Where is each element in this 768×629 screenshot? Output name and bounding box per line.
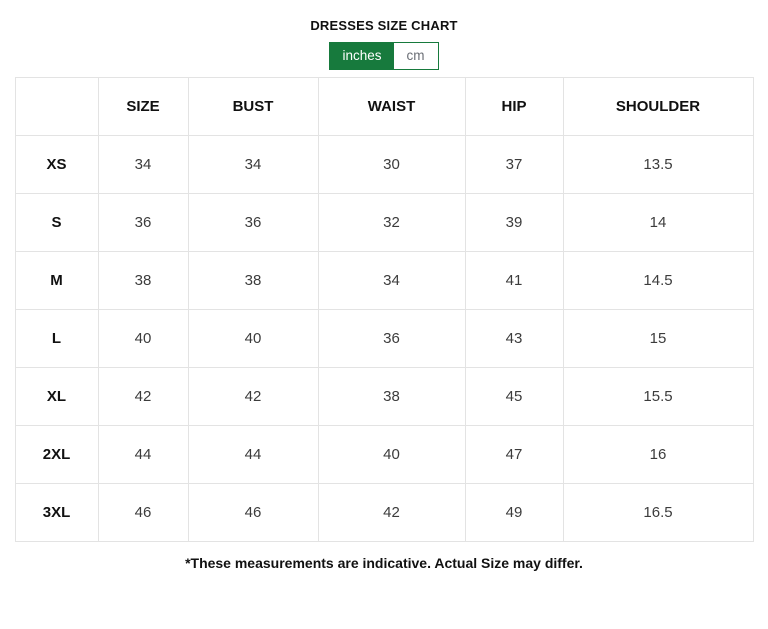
unit-toggle: inches cm (329, 42, 439, 70)
table-row: M 38 38 34 41 14.5 (14, 250, 754, 310)
row-label: XS (14, 134, 99, 194)
cell-waist: 40 (317, 424, 466, 484)
cell-size: 36 (97, 192, 189, 252)
col-header-hip: HIP (464, 76, 564, 136)
cell-size: 42 (97, 366, 189, 426)
size-table: SIZE BUST WAIST HIP SHOULDER XS 34 34 30… (14, 76, 754, 542)
cell-waist: 42 (317, 482, 466, 542)
row-label: 2XL (14, 424, 99, 484)
row-label: 3XL (14, 482, 99, 542)
cell-hip: 37 (464, 134, 564, 194)
row-label: L (14, 308, 99, 368)
table-row: 2XL 44 44 40 47 16 (14, 424, 754, 484)
cell-shoulder: 14.5 (562, 250, 754, 310)
size-chart-widget: DRESSES SIZE CHART inches cm SIZE BUST W… (0, 18, 768, 571)
table-row: S 36 36 32 39 14 (14, 192, 754, 252)
cell-bust: 44 (187, 424, 319, 484)
table-row: XS 34 34 30 37 13.5 (14, 134, 754, 194)
table-row: L 40 40 36 43 15 (14, 308, 754, 368)
cell-bust: 38 (187, 250, 319, 310)
page-title: DRESSES SIZE CHART (310, 18, 458, 33)
cell-size: 46 (97, 482, 189, 542)
cell-waist: 38 (317, 366, 466, 426)
cell-bust: 40 (187, 308, 319, 368)
col-header-bust: BUST (187, 76, 319, 136)
cell-bust: 34 (187, 134, 319, 194)
table-row: XL 42 42 38 45 15.5 (14, 366, 754, 426)
row-label: XL (14, 366, 99, 426)
table-row: 3XL 46 46 42 49 16.5 (14, 482, 754, 542)
cell-waist: 34 (317, 250, 466, 310)
footnote: *These measurements are indicative. Actu… (185, 554, 583, 571)
unit-toggle-cm[interactable]: cm (393, 43, 438, 69)
cell-shoulder: 16.5 (562, 482, 754, 542)
unit-toggle-wrap: inches cm (0, 42, 768, 70)
cell-hip: 39 (464, 192, 564, 252)
row-label: M (14, 250, 99, 310)
col-header-size: SIZE (97, 76, 189, 136)
cell-shoulder: 16 (562, 424, 754, 484)
cell-shoulder: 15 (562, 308, 754, 368)
cell-hip: 43 (464, 308, 564, 368)
row-label: S (14, 192, 99, 252)
cell-waist: 30 (317, 134, 466, 194)
col-header-shoulder: SHOULDER (562, 76, 754, 136)
cell-hip: 41 (464, 250, 564, 310)
table-header-row: SIZE BUST WAIST HIP SHOULDER (14, 76, 754, 136)
cell-bust: 42 (187, 366, 319, 426)
cell-size: 34 (97, 134, 189, 194)
cell-size: 40 (97, 308, 189, 368)
col-header-waist: WAIST (317, 76, 466, 136)
col-header-blank (14, 76, 99, 136)
cell-bust: 36 (187, 192, 319, 252)
cell-shoulder: 13.5 (562, 134, 754, 194)
cell-size: 44 (97, 424, 189, 484)
cell-waist: 32 (317, 192, 466, 252)
cell-shoulder: 15.5 (562, 366, 754, 426)
unit-toggle-inches[interactable]: inches (330, 43, 394, 69)
cell-hip: 49 (464, 482, 564, 542)
cell-size: 38 (97, 250, 189, 310)
cell-bust: 46 (187, 482, 319, 542)
cell-hip: 45 (464, 366, 564, 426)
cell-waist: 36 (317, 308, 466, 368)
cell-shoulder: 14 (562, 192, 754, 252)
cell-hip: 47 (464, 424, 564, 484)
